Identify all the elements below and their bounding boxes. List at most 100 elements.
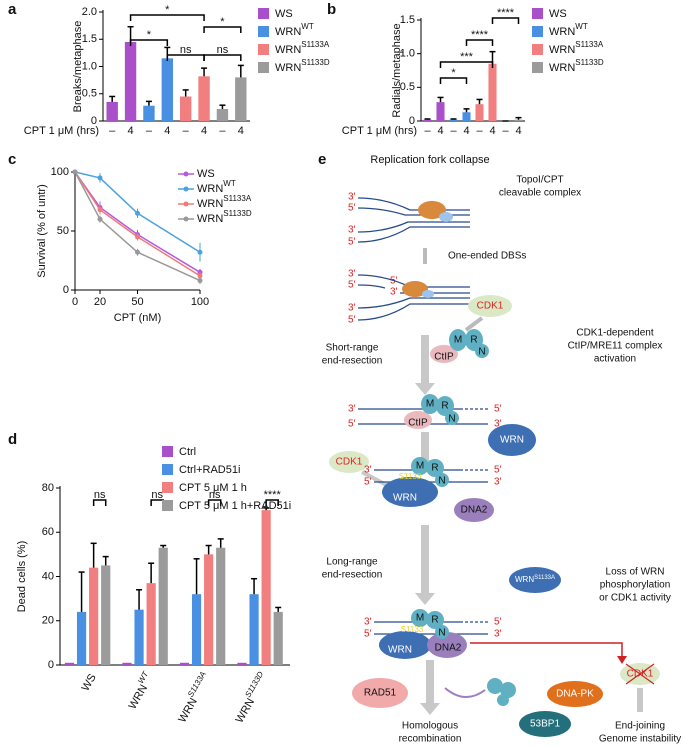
series-line [74, 171, 201, 282]
strand-end: 5′ [494, 465, 502, 476]
legend-swatch [532, 8, 543, 19]
panel-letter: b [327, 1, 336, 18]
nbs1 [497, 694, 509, 706]
label: WRNS1133A [515, 575, 555, 585]
label: WRN [500, 435, 524, 446]
label: end-resection [322, 356, 383, 367]
legend-label: WRNS1133D [197, 209, 252, 225]
rad50 [500, 682, 516, 698]
category-name: WRN [126, 683, 150, 712]
bar [449, 119, 458, 121]
significance-label: * [451, 67, 456, 79]
label: Short-range [326, 343, 379, 354]
nbs1 [445, 411, 459, 425]
x-tick-label: 100 [191, 296, 209, 308]
series-line [74, 171, 201, 253]
bar [146, 583, 156, 665]
arrow [420, 703, 440, 715]
point [97, 175, 103, 181]
53bp1 [519, 711, 571, 737]
legend-label: WS [197, 168, 215, 180]
label: DNA2 [461, 505, 488, 516]
x-axis-title: CPT 1 μM (hrs) [342, 125, 417, 137]
bar [191, 594, 202, 665]
strand-end: 3′ [348, 225, 356, 236]
cdk1 [329, 451, 369, 473]
bar [261, 510, 271, 665]
legend-label: WS [549, 8, 567, 20]
label: recombination [399, 734, 462, 745]
significance-bracket [265, 499, 279, 506]
panel-letter: c [8, 151, 16, 168]
wrn [488, 424, 536, 456]
x-tick-label: – [424, 125, 431, 137]
label: CtIP [434, 352, 454, 363]
point [97, 216, 103, 222]
x-tick-label: – [476, 125, 483, 137]
legend-label: WRNS1133A [197, 194, 252, 210]
x-tick-label: 4 [238, 125, 244, 137]
mre11 [421, 394, 439, 414]
legend-swatch [532, 26, 543, 37]
y-tick-label: 1.0 [400, 48, 415, 60]
legend-name: CPT 5 μM 1 h [179, 482, 247, 494]
legend-swatch [258, 26, 269, 37]
x-tick-label: 4 [164, 125, 170, 137]
x-tick-label: 4 [463, 125, 469, 137]
label: WRN [515, 575, 534, 584]
strand-end: 3′ [494, 419, 502, 430]
legend-superscript: S1133A [301, 40, 330, 49]
category-name: WS [79, 672, 98, 693]
significance-bracket [207, 499, 222, 506]
label: R [431, 463, 438, 474]
label: phosphorylation [600, 580, 671, 591]
label: RAD51 [364, 688, 397, 699]
x-tick-label: 4 [437, 125, 443, 137]
bar [423, 119, 432, 121]
x-tick-label: WRNS1133D [230, 670, 271, 725]
x-tick-label: 4 [128, 125, 134, 137]
strand-end: 5′ [348, 315, 356, 326]
significance-bracket [491, 17, 520, 24]
dna-pk [547, 681, 603, 707]
y-tick-label: 0.5 [400, 81, 415, 93]
diagram: Replication fork collapse TopoI/CPT clea… [322, 154, 681, 745]
legend-swatch [532, 62, 543, 73]
significance-label: * [147, 29, 152, 41]
category-name: WRN [176, 696, 200, 725]
bar [106, 101, 118, 121]
significance-label: ns [217, 44, 229, 56]
x-tick-label: – [146, 125, 153, 137]
significance-label: * [220, 16, 225, 28]
significance-bracket [439, 77, 468, 84]
y-tick-label: 0 [48, 659, 54, 671]
bar [204, 554, 214, 665]
wrn [379, 631, 431, 659]
legend-label: WRNS1133A [549, 40, 604, 56]
significance-label: *** [460, 51, 474, 63]
significance-label: ns [151, 489, 163, 501]
y-tick-label: 1.5 [82, 33, 97, 45]
bar [101, 565, 111, 665]
significance-bracket [92, 499, 107, 506]
legend-name: WS [197, 168, 215, 180]
dna2 [454, 498, 494, 522]
significance-bracket [203, 26, 242, 33]
label: Homologous [402, 721, 458, 732]
strand-end: 5′ [364, 477, 372, 488]
label: N [438, 628, 445, 639]
label: WRN [393, 493, 417, 504]
legend-name: WRN [275, 62, 301, 74]
y-tick-label: 0 [63, 284, 69, 296]
label: CDK1 [336, 457, 363, 468]
legend-name: WRN [197, 183, 223, 195]
y-tick-label: 60 [42, 526, 54, 538]
bar [216, 547, 226, 665]
legend-name: CPT 5 μM 1 h+RAD51i [179, 500, 291, 512]
significance-label: ns [180, 44, 192, 56]
label: CDK1 [477, 301, 504, 312]
dna [357, 274, 470, 321]
y-tick-label: 50 [57, 225, 69, 237]
cdk1 [468, 295, 512, 317]
bar [216, 109, 229, 121]
